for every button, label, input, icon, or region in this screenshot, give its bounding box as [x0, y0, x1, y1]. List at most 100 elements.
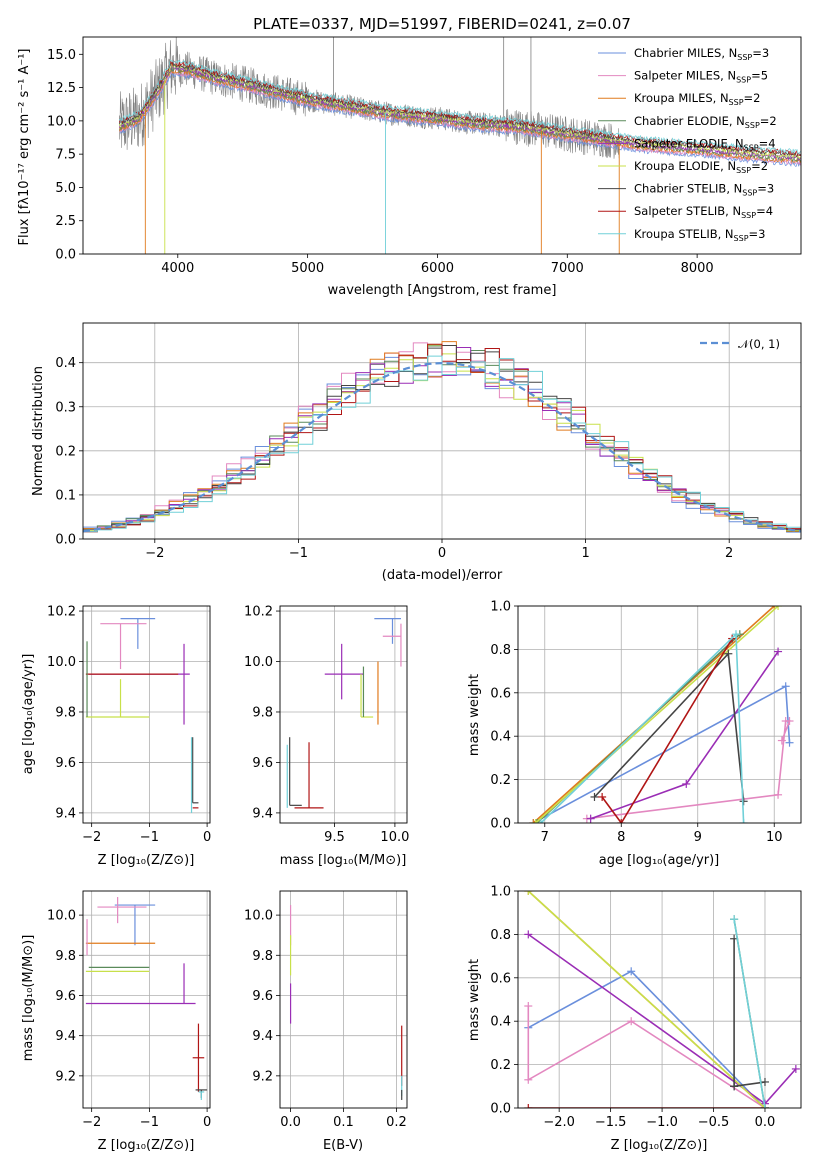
massz-yticklabel-4: 10.0 [47, 909, 76, 924]
mwz-series-1 [527, 1006, 766, 1108]
spectrum-yticklabel-0: 0.0 [55, 248, 76, 263]
spectrum-yticklabel-5: 12.5 [47, 81, 76, 96]
mwz-yticklabel-0: 0.0 [490, 1102, 511, 1117]
legend-sub-7: SSP [741, 211, 756, 220]
agem-errorbars [286, 618, 402, 809]
agem-yticklabel-4: 10.2 [244, 605, 273, 620]
massebv-yticklabel-0: 9.2 [252, 1069, 273, 1084]
massz-xticklabel-2: 0 [203, 1115, 211, 1130]
mwage-lines [529, 606, 794, 823]
residuals-yticklabel-3: 0.3 [55, 400, 76, 415]
mwz-series-5 [527, 891, 766, 1108]
residuals-xticklabel-1: −1 [289, 546, 308, 561]
legend-rest-6: =3 [757, 182, 774, 196]
mwage-xticklabel-2: 9 [694, 830, 702, 845]
mwage-xlabel: age [log₁₀(age/yr)] [599, 853, 720, 868]
hist-step-kroupa_stelib [83, 355, 801, 532]
legend-label-1: Salpeter MILES, NSSP=5 [634, 69, 768, 85]
massz-yticklabel-2: 9.6 [55, 989, 76, 1004]
residuals-xlabel: (data-model)/error [382, 568, 503, 583]
mwz-yticklabel-3: 0.6 [490, 971, 511, 986]
mass-weight-vs-z-panel: Z [log₁₀(Z/Z⊙)] mass weight [467, 959, 707, 1153]
massebv-errorbars [289, 905, 403, 1100]
legend-rest-0: =3 [752, 46, 769, 60]
model-line-2 [119, 69, 801, 164]
mwage-xticklabel-0: 7 [541, 830, 549, 845]
mwz-lines [524, 891, 800, 1108]
spectrum-frame [82, 36, 802, 255]
spectrum-title: PLATE=0337, MJD=51997, FIBERID=0241, z=0… [253, 15, 631, 33]
agez-yticklabel-3: 10.0 [47, 655, 76, 670]
spectrum-legend: Chabrier MILES, NSSP=3 Salpeter MILES, NS… [598, 46, 777, 243]
residuals-xticklabel-3: 1 [581, 546, 589, 561]
mwage-yticklabel-2: 0.4 [490, 730, 511, 745]
massz-frame [82, 890, 211, 1109]
mwz-series-6 [733, 938, 766, 1088]
agem-xticklabel-0: 9.5 [324, 830, 345, 845]
legend-sub-4: SSP [744, 143, 759, 152]
legend-rest-7: =4 [756, 204, 773, 218]
model-line-8 [119, 59, 801, 155]
agez-xticklabel-0: −2 [82, 830, 101, 845]
massz-ylabel: mass [log₁₀(M/M⊙)] [21, 935, 36, 1062]
mwz-xticklabel-4: 0.0 [755, 1115, 776, 1130]
agem-xticklabel-1: 10.0 [380, 830, 409, 845]
residuals-yticklabel-4: 0.4 [55, 356, 76, 371]
spectrum-xticklabel-4: 8000 [681, 261, 714, 276]
massz-xticklabel-0: −2 [82, 1115, 101, 1130]
spectrum-lines [119, 37, 801, 254]
legend-rest-2: =2 [744, 91, 761, 105]
residuals-legend: 𝒩(0, 1) [700, 337, 780, 351]
spectrum-xticklabel-2: 6000 [421, 261, 454, 276]
mwz-frame [517, 890, 802, 1109]
legend-label-5: Kroupa ELODIE, NSSP=2 [634, 159, 768, 175]
legend-label-4: Salpeter ELODIE, NSSP=4 [634, 136, 776, 152]
mwage-series-4 [590, 651, 779, 820]
massz-xlabel: Z [log₁₀(Z/Z⊙)] [98, 1138, 195, 1153]
residuals-ylabel: Normed distribution [31, 366, 46, 496]
agez-xticklabel-1: −1 [140, 830, 159, 845]
agez-yticklabel-4: 10.2 [47, 605, 76, 620]
agem-yticklabel-1: 9.6 [252, 756, 273, 771]
spectrum-ylabel: Flux [fλ10⁻¹⁷ erg cm⁻² s⁻¹ A⁻¹] [17, 49, 32, 246]
legend-rest-1: =5 [751, 69, 768, 83]
residuals-xticklabel-2: 0 [438, 546, 446, 561]
legend-sub-8: SSP [734, 234, 749, 243]
mwage-xticklabel-3: 10 [766, 830, 783, 845]
mwage-frame [517, 605, 802, 824]
agez-yticklabel-0: 9.4 [55, 806, 76, 821]
massebv-axes: 0.0 0.1 0.2 9.2 9.4 9.6 9.8 10.0 [244, 891, 407, 1130]
mass-weight-vs-age-panel: age [log₁₀(age/yr)] mass weight [467, 674, 719, 868]
residuals-yticklabel-1: 0.1 [55, 488, 76, 503]
mwage-yticklabel-4: 0.8 [490, 643, 511, 658]
massebv-yticklabel-3: 9.8 [252, 949, 273, 964]
massebv-xticklabel-1: 0.1 [333, 1115, 354, 1130]
agem-yticklabel-0: 9.4 [252, 806, 273, 821]
agez-ylabel: age [log₁₀(age/yr)] [21, 654, 36, 775]
mwage-series-5 [535, 606, 779, 823]
age-vs-mass-panel: mass [log₁₀(M/M⊙)] [280, 853, 407, 868]
massz-axes: −2 −1 0 9.2 9.4 9.6 9.8 10.0 [47, 891, 211, 1130]
mwz-yticklabel-4: 0.8 [490, 928, 511, 943]
agez-yticklabel-2: 9.8 [55, 705, 76, 720]
legend-sub-1: SSP [736, 76, 751, 85]
residuals-xticklabel-4: 2 [725, 546, 733, 561]
agez-xticklabel-2: 0 [203, 830, 211, 845]
agez-axes: −2 −1 0 9.4 9.6 9.8 10.0 10.2 [47, 605, 211, 845]
massz-yticklabel-3: 9.8 [55, 949, 76, 964]
residuals-yticklabel-0: 0.0 [55, 533, 76, 548]
massz-yticklabel-0: 9.2 [55, 1069, 76, 1084]
mass-vs-ebv-panel: E(B-V) [323, 1138, 363, 1153]
mwage-yticklabel-1: 0.2 [490, 773, 511, 788]
legend-rest-5: =2 [751, 159, 768, 173]
legend-sub-3: SSP [745, 121, 760, 130]
legend-sub-5: SSP [736, 166, 751, 175]
gaussian-legend-label: 𝒩(0, 1) [738, 337, 780, 351]
mwage-series-7 [601, 638, 733, 823]
residuals-panel: (data-model)/error Normed distribution [31, 366, 503, 583]
mwage-yticklabel-0: 0.0 [490, 817, 511, 832]
mwage-series-1 [586, 720, 791, 820]
massz-yticklabel-1: 9.4 [55, 1029, 76, 1044]
mwage-xticklabel-1: 8 [617, 830, 625, 845]
